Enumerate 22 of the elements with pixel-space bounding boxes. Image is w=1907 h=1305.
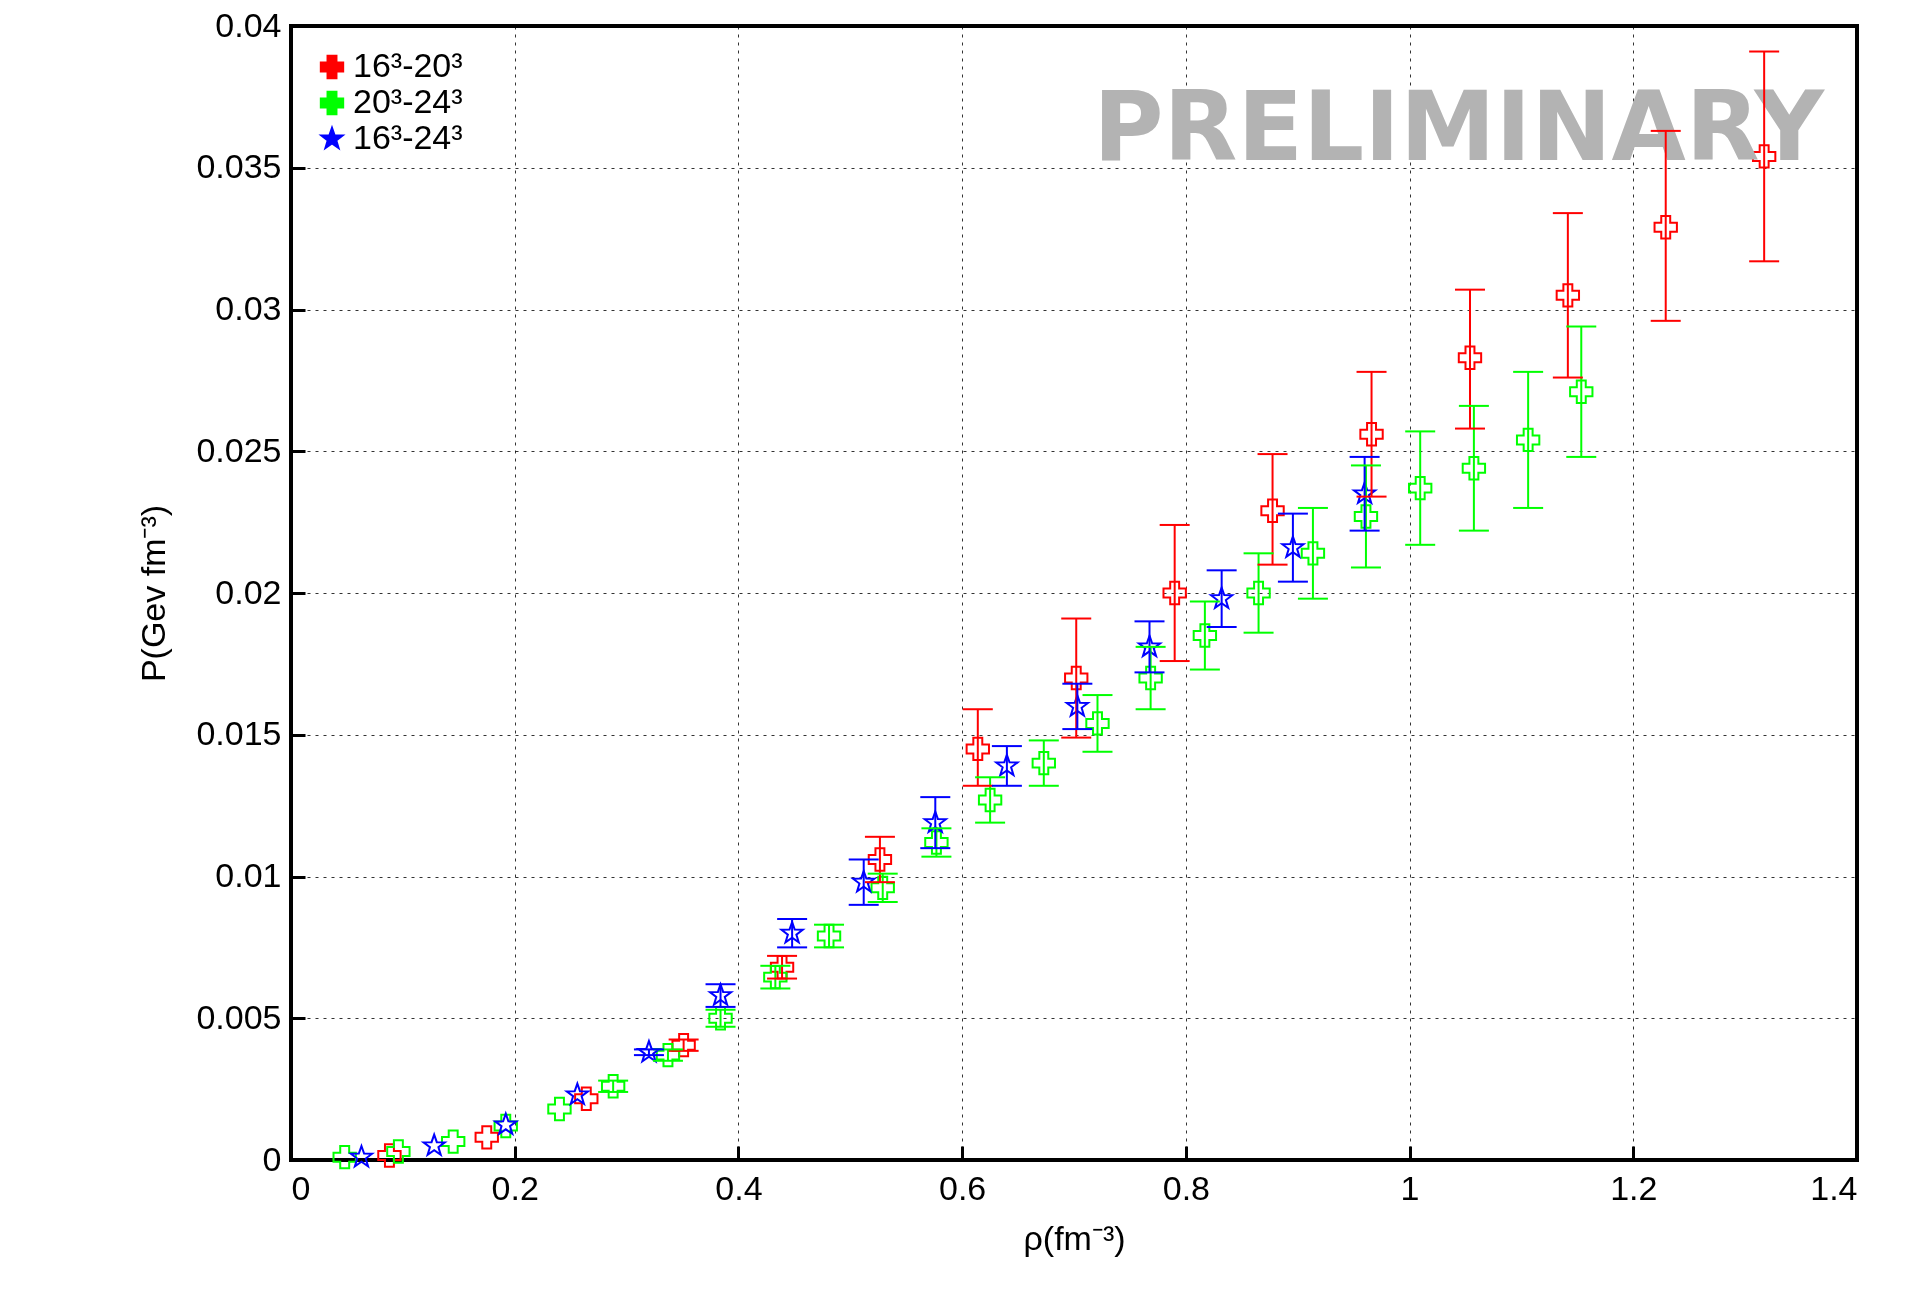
x-tick-label: 1.4 [1810,1168,1858,1207]
y-tick-label: 0.005 [196,997,282,1036]
x-tick-label: 0.6 [939,1168,987,1207]
y-axis-title: P(Gev fm⁻³) [134,504,173,683]
x-axis-title: ρ(fm⁻³) [1023,1218,1126,1257]
legend-label: 20³-24³ [353,82,463,120]
y-tick-label: 0.035 [196,147,282,186]
y-tick-label: 0.015 [196,714,282,753]
x-tick-label: 1 [1400,1168,1420,1207]
x-tick-label: 0.4 [715,1168,763,1207]
legend-label: 16³-24³ [353,118,463,156]
y-tick-label: 0.03 [215,289,282,327]
legend-label: 16³-20³ [353,46,463,84]
x-tick-label: 0.2 [491,1168,539,1207]
y-tick-label: 0.02 [215,572,282,611]
x-tick-label: 0.8 [1162,1168,1210,1207]
y-tick-label: 0 [262,1139,282,1178]
x-tick-label: 0 [291,1168,311,1207]
x-tick-label: 1.2 [1610,1168,1658,1207]
y-tick-label: 0.04 [215,5,282,44]
y-tick-label: 0.01 [215,856,282,894]
y-tick-label: 0.025 [196,430,282,469]
